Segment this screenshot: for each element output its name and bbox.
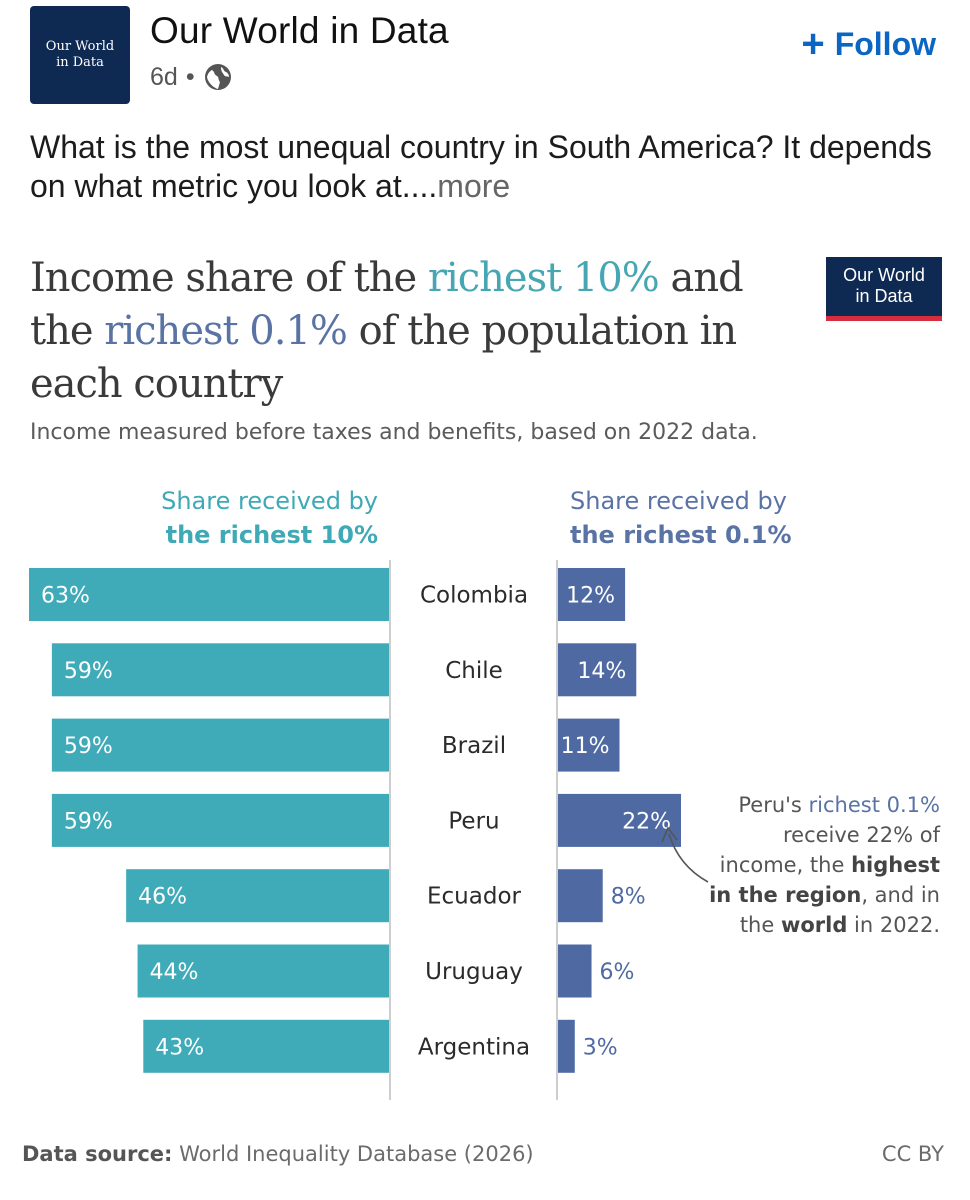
- bar-richest10-brazil: [51, 718, 389, 772]
- bar-richest10-chile: [51, 643, 389, 697]
- bar-richest10-uruguay: [137, 944, 389, 998]
- peru-annotation: Peru's richest 0.1% receive 22% of incom…: [700, 790, 940, 940]
- left-header-line-1: Share received by: [161, 487, 378, 515]
- annotation-text-4: in 2022.: [847, 913, 940, 937]
- left-header-line-2: the richest 10%: [165, 521, 378, 549]
- bar-richest01-brazil: [558, 718, 620, 772]
- category-label-uruguay: Uruguay: [425, 959, 523, 985]
- avatar-logo-text: Our World in Data: [45, 39, 115, 70]
- annotation-arrow-line: [668, 833, 709, 883]
- data-source-label: Data source:: [22, 1142, 173, 1166]
- title-part-3: of the population in each country: [30, 308, 737, 407]
- post-age: 6d: [150, 62, 178, 91]
- post-text: What is the most unequal country in Sout…: [30, 128, 940, 206]
- category-label-brazil: Brazil: [442, 733, 506, 759]
- label-richest10-brazil: 59%: [64, 734, 113, 759]
- label-richest10-peru: 59%: [64, 809, 113, 834]
- label-richest10-colombia: 63%: [41, 584, 90, 609]
- annotation-bold-1: highest in the region: [709, 853, 940, 907]
- bar-richest10-ecuador: [126, 869, 390, 923]
- annotation-bold-2: world: [780, 913, 848, 937]
- owid-logo: Our World in Data: [826, 257, 942, 321]
- post-meta: 6d •: [150, 62, 233, 92]
- label-richest01-ecuador: 8%: [611, 885, 646, 910]
- globe-icon: [204, 64, 231, 90]
- annotation-text-1: Peru's: [738, 793, 809, 817]
- plus-icon: +: [801, 22, 825, 66]
- bar-richest01-argentina: [558, 1019, 575, 1073]
- title-highlight-richest-10: richest 10%: [427, 255, 660, 301]
- label-richest10-uruguay: 44%: [150, 960, 199, 985]
- category-label-chile: Chile: [445, 658, 503, 684]
- label-richest01-brazil: 11%: [561, 734, 610, 759]
- right-header-line-2: the richest 0.1%: [570, 521, 792, 549]
- bar-richest10-argentina: [143, 1019, 389, 1073]
- label-richest10-ecuador: 46%: [138, 885, 187, 910]
- bar-richest01-chile: [558, 643, 637, 697]
- annotation-arrow-head: [661, 826, 678, 843]
- label-richest10-argentina: 43%: [155, 1035, 204, 1060]
- category-label-colombia: Colombia: [420, 583, 528, 609]
- company-avatar[interactable]: Our World in Data: [30, 6, 130, 104]
- chart-title: Income share of the richest 10% and the …: [30, 252, 790, 411]
- bar-richest01-colombia: [558, 568, 626, 621]
- data-source-text: World Inequality Database (2026): [172, 1142, 534, 1166]
- label-richest01-peru: 22%: [622, 809, 671, 834]
- bar-richest10-peru: [51, 793, 389, 847]
- annotation-highlight: richest 0.1%: [808, 793, 940, 817]
- bar-richest01-uruguay: [558, 944, 592, 998]
- data-source: Data source: World Inequality Database (…: [22, 1142, 534, 1166]
- title-part-1: Income share of the: [30, 255, 428, 301]
- label-richest01-argentina: 3%: [583, 1035, 618, 1060]
- annotation-text-3: , and in the: [739, 883, 940, 937]
- license-label: CC BY: [881, 1142, 944, 1166]
- bar-richest01-peru: [558, 793, 681, 847]
- bar-richest10-colombia: [29, 568, 389, 621]
- category-label-argentina: Argentina: [418, 1034, 530, 1060]
- left-column-header: Share received by the richest 10%: [161, 484, 378, 552]
- follow-button[interactable]: + Follow: [801, 24, 936, 64]
- category-label-peru: Peru: [448, 808, 499, 834]
- follow-label: Follow: [834, 25, 936, 62]
- post-body: What is the most unequal country in Sout…: [30, 129, 932, 204]
- category-label-ecuador: Ecuador: [427, 884, 522, 910]
- chart-subtitle: Income measured before taxes and benefit…: [30, 420, 758, 445]
- meta-separator: •: [185, 62, 195, 91]
- label-richest01-chile: 14%: [577, 659, 626, 684]
- butterfly-bar-chart: 63% Colombia 12% 59% Chile 14% 59% Brazil 11% 59%…: [29, 560, 709, 1100]
- right-header-line-1: Share received by: [570, 487, 787, 515]
- label-richest01-uruguay: 6%: [600, 960, 635, 985]
- label-richest01-colombia: 12%: [566, 584, 615, 609]
- bar-richest01-ecuador: [558, 869, 603, 923]
- right-column-header: Share received by the richest 0.1%: [570, 484, 792, 552]
- title-highlight-richest-01: richest 0.1%: [104, 308, 348, 354]
- label-richest10-chile: 59%: [64, 659, 113, 684]
- title-part-2: and the: [30, 255, 744, 354]
- author-name[interactable]: Our World in Data: [150, 10, 449, 51]
- annotation-text-2: receive 22% of income, the: [719, 823, 940, 877]
- see-more-link[interactable]: more: [437, 168, 511, 204]
